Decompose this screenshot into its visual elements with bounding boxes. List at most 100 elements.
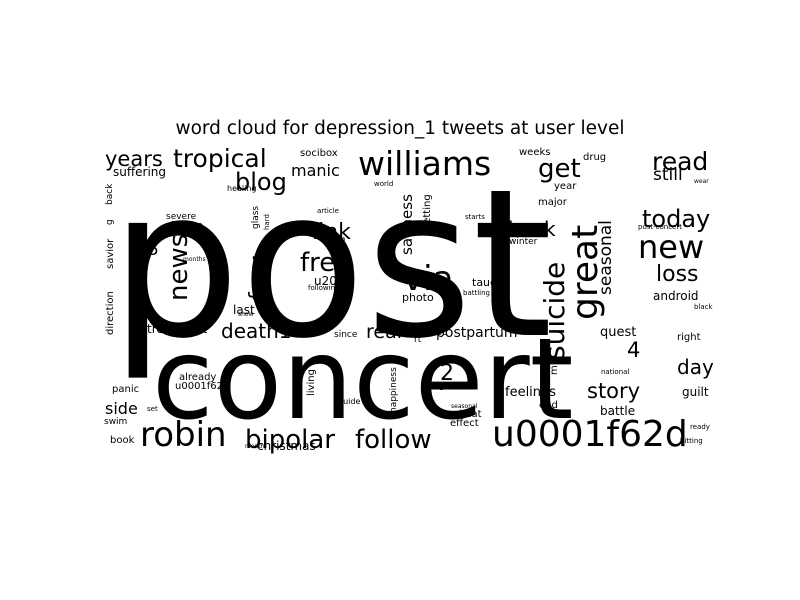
word-christmas: christmas [257, 439, 316, 453]
word-future: future [170, 219, 203, 232]
word-fear: fear [246, 255, 271, 300]
word-4: 4 [627, 338, 640, 362]
word-news: news [164, 234, 194, 301]
word-hitting: hitting [680, 437, 703, 445]
word-robin: robin [140, 415, 227, 455]
word-last: last [233, 303, 255, 317]
word-loss: loss [656, 262, 699, 287]
word-drug: drug [583, 152, 606, 163]
word-rt: rt [414, 335, 422, 345]
word-u2026: u2026 [419, 328, 448, 338]
word-guide: guide [338, 397, 360, 406]
word-since: since [334, 330, 358, 340]
word-year: year [554, 181, 577, 192]
word-check: check [497, 217, 556, 241]
chart-title: word cloud for depression_1 tweets at us… [175, 118, 625, 139]
word-already: already [179, 372, 216, 383]
word-sea: sea [333, 235, 345, 243]
word-still: still [653, 165, 683, 185]
word-blog: blog [235, 168, 287, 196]
word-article: article [317, 207, 339, 215]
word-follow: follow [355, 425, 432, 455]
word-living: living [306, 369, 317, 396]
word-panic: panic [112, 384, 139, 395]
word-bipolar: bipolar [245, 425, 335, 455]
word-months: months [183, 256, 206, 263]
word-read: read [652, 147, 708, 176]
word-manic: manic [291, 161, 340, 180]
word-today: today [642, 205, 710, 233]
word-post-concert: post-concert [638, 223, 682, 231]
word-taught: taught [472, 276, 509, 289]
word-u0001f62d: u0001f62d [492, 414, 688, 455]
word-end: end [539, 400, 558, 411]
word-story: story [587, 379, 640, 403]
word-quest: quest [600, 325, 636, 340]
word-seasonal: seasonal [451, 403, 478, 410]
word-month: month [245, 443, 265, 450]
word-via: via [403, 259, 453, 299]
word-severe: severe [166, 212, 197, 222]
word-beat: beat [459, 409, 482, 420]
word-wear: wear [694, 178, 709, 185]
word-savior: savior [105, 238, 116, 269]
word-battle: battle [600, 404, 635, 418]
word-2: 2 [440, 361, 454, 386]
word-weeks: weeks [519, 147, 550, 158]
word-5: 5 [148, 240, 159, 260]
word-national: national [601, 368, 629, 376]
word-show: show [238, 311, 254, 318]
word-guilt: guilt [682, 385, 709, 399]
word-cloud: post concert robin u0001f62d williams via new g… [100, 145, 720, 455]
word-set: set [147, 405, 158, 413]
word-link: link [312, 220, 351, 245]
word-healing: healing [227, 184, 257, 193]
word-postpartum: postpartum [436, 325, 517, 341]
word-ready: ready [690, 423, 710, 431]
word-day: day [677, 355, 714, 379]
word-get: get [538, 154, 581, 184]
word-book: book [110, 435, 135, 446]
word-seasonal: seasonal [596, 220, 616, 295]
word-real: real [366, 321, 402, 343]
word-side: side [105, 399, 138, 418]
word-glass: glass [251, 206, 261, 229]
word-williams: williams [358, 145, 491, 183]
word-post: post [110, 146, 553, 384]
word-major: major [538, 197, 568, 208]
word-m: m [549, 365, 560, 375]
word-sadness: sadness [398, 194, 416, 255]
word-feelings: feelings [505, 385, 556, 400]
word-game: game [439, 381, 465, 391]
word-android: android [653, 289, 699, 303]
word-concert: concert [152, 315, 574, 445]
word-suffering: suffering [113, 165, 166, 179]
word-setting: setting [422, 194, 433, 229]
word-u2013: u2013 [314, 274, 352, 288]
word-new: new [638, 228, 704, 266]
word-happiness: happiness [389, 367, 399, 413]
word-treatment: treatment [147, 322, 207, 336]
word-photo: photo [402, 291, 434, 304]
word-direction: direction [105, 291, 116, 335]
word-g: g [105, 219, 115, 225]
word-free: free [300, 248, 351, 278]
word-battling: battling [463, 289, 490, 297]
word-years: years [105, 147, 163, 171]
word-suicide: suicide [538, 262, 571, 360]
word-right: right [677, 332, 701, 343]
word-winter: winter [509, 237, 538, 247]
word-tropical: tropical [173, 145, 267, 173]
word-black: black [694, 303, 714, 311]
word-socibox: socibox [300, 148, 338, 159]
word-back: back [105, 183, 115, 205]
word-swim: swim [104, 417, 127, 427]
word-world: world [374, 180, 393, 188]
word-great: great [565, 225, 606, 320]
word-hard: hard [263, 214, 271, 230]
word-effect: effect [450, 418, 479, 429]
word-following: following [308, 284, 339, 292]
word-starts: starts [465, 213, 485, 221]
word-u0001f629: u0001f629 [175, 381, 229, 392]
